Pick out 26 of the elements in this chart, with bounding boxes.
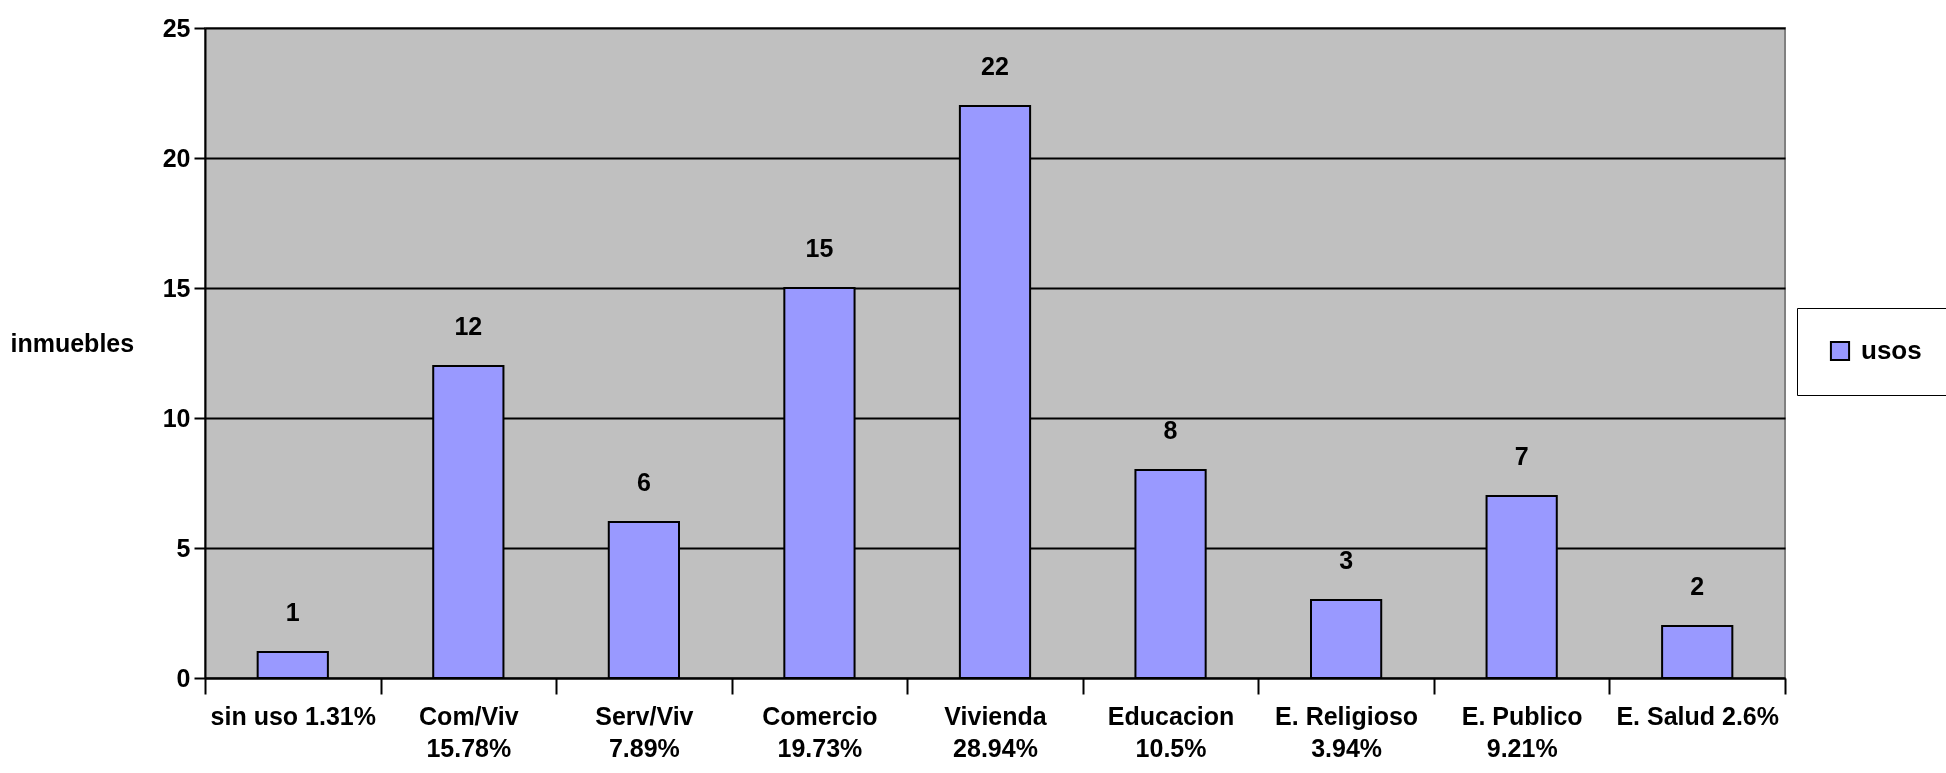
legend-label: usos <box>1861 335 1922 365</box>
x-tick-label: Com/Viv 15.78% <box>419 701 519 762</box>
x-tick-label: E. Salud 2.6% <box>1616 701 1779 730</box>
data-label: 12 <box>454 312 483 340</box>
data-label: 22 <box>981 52 1009 80</box>
data-label: 3 <box>1339 546 1354 574</box>
data-label: 8 <box>1163 416 1178 444</box>
data-label: 2 <box>1690 572 1705 600</box>
x-tick-label: Comercio 19.73% <box>762 701 878 762</box>
y-tick-label: 15 <box>162 273 191 302</box>
x-tick-label: Serv/Viv 7.89% <box>595 701 694 762</box>
x-tick-label: E. Religioso 3.94% <box>1275 701 1419 762</box>
y-tick-label: 20 <box>162 143 191 172</box>
y-tick-label: 10 <box>162 403 191 432</box>
data-label: 15 <box>805 234 834 262</box>
y-tick-label: 0 <box>176 663 191 692</box>
x-tick-label: Vivienda 28.94% <box>944 701 1048 762</box>
y-axis-title: inmuebles <box>10 328 135 357</box>
y-tick-label: 5 <box>176 533 191 562</box>
x-tick-label: sin uso 1.31% <box>210 701 376 730</box>
data-label: 1 <box>285 598 300 626</box>
data-label: 7 <box>1514 442 1529 470</box>
y-tick-label: 25 <box>162 13 191 42</box>
x-tick-label: E. Publico 9.21% <box>1461 701 1583 762</box>
x-tick-label: Educacion 10.5% <box>1107 701 1235 762</box>
data-label: 6 <box>636 468 651 496</box>
